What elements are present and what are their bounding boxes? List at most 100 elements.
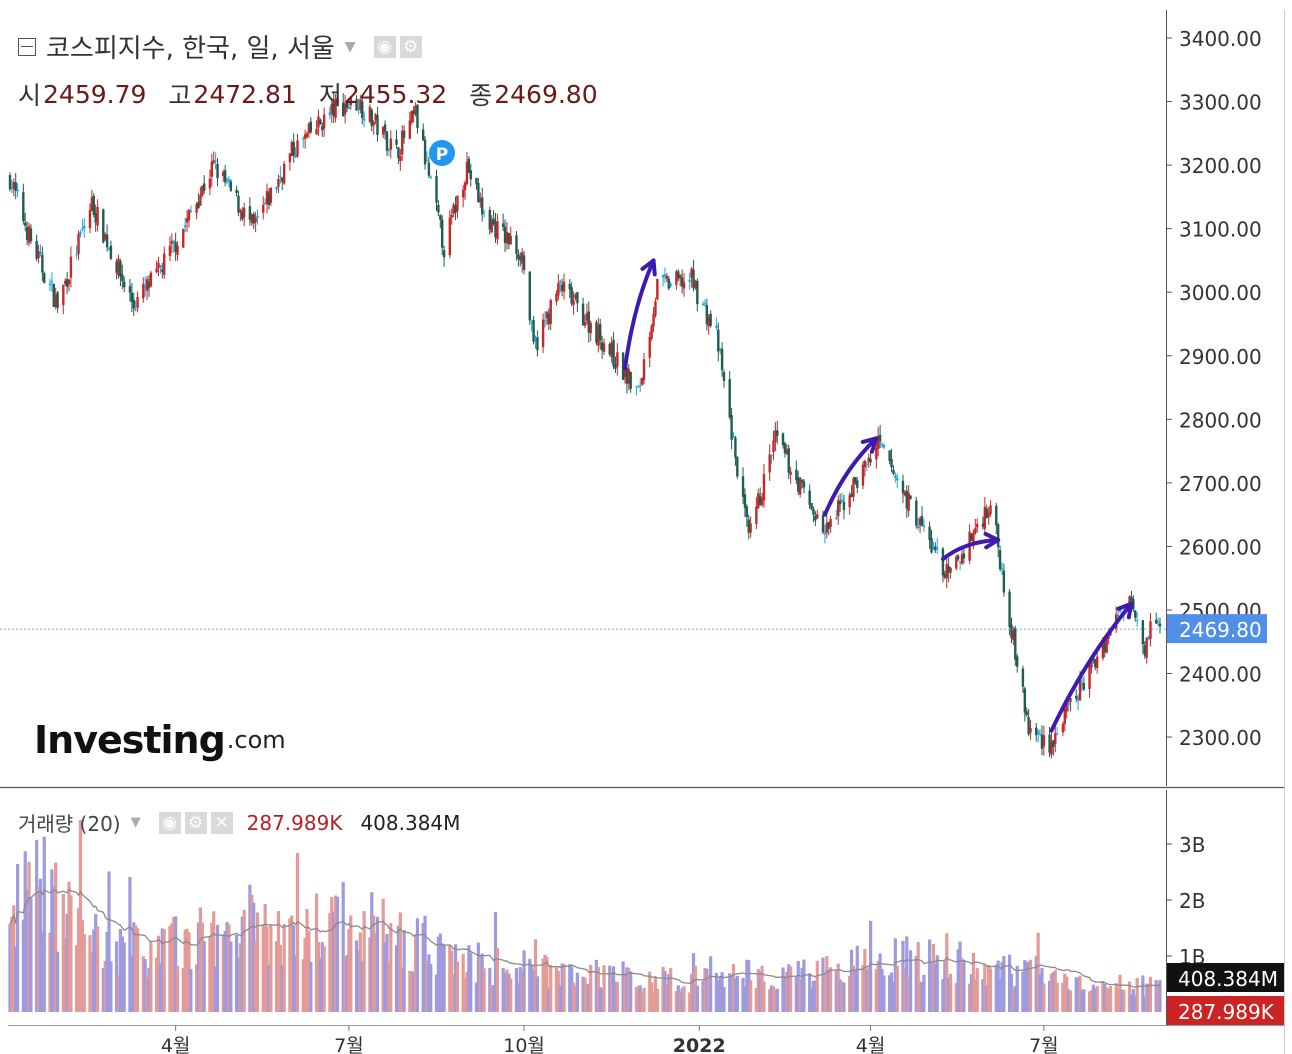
volume-bar <box>531 969 536 1012</box>
volume-bar <box>935 955 939 1012</box>
volume-bar <box>200 922 204 1012</box>
p-marker[interactable]: P <box>429 140 455 166</box>
volume-bar <box>893 938 897 1012</box>
candle-body <box>599 323 602 341</box>
candle-body <box>785 449 789 454</box>
volume-bar <box>1015 965 1019 1012</box>
candle-body <box>8 175 12 190</box>
volume-bar <box>1038 974 1042 1012</box>
chart-title[interactable]: 코스피지수, 한국, 일, 서울 ▼ ◉ ⚙ <box>18 28 422 65</box>
candle-body <box>423 139 427 165</box>
volume-bar <box>322 946 326 1012</box>
volume-bar <box>278 944 282 1012</box>
volume-bar <box>1055 982 1059 1012</box>
volume-bar <box>492 985 496 1012</box>
volume-bar <box>88 935 92 1012</box>
candle-body <box>892 470 895 474</box>
gear-icon[interactable]: ⚙ <box>184 811 207 834</box>
candle-body <box>722 372 726 381</box>
candle-body <box>848 495 851 508</box>
volume-bar <box>707 974 711 1012</box>
volume-bar <box>362 911 366 1012</box>
volume-bar <box>290 915 294 1012</box>
eye-icon[interactable]: ◉ <box>158 811 181 834</box>
candle-body <box>1088 664 1091 689</box>
volume-bar <box>36 886 41 1012</box>
candle-body <box>302 138 305 140</box>
volume-bar <box>293 955 298 1012</box>
candle-body <box>581 303 585 326</box>
volume-bar <box>735 975 739 1012</box>
volume-bar <box>615 981 619 1012</box>
candle-body <box>410 110 413 123</box>
candle-body <box>347 107 351 110</box>
candle-body <box>589 322 592 334</box>
volume-bar <box>134 925 138 1012</box>
volume-bar <box>518 967 522 1012</box>
collapse-icon[interactable] <box>18 37 36 56</box>
close-icon[interactable]: ✕ <box>210 811 233 834</box>
candle-body <box>880 444 884 446</box>
volume-bar <box>175 965 180 1012</box>
volume-bar <box>693 965 698 1012</box>
candle-body <box>14 182 17 191</box>
candle-body <box>903 491 907 496</box>
candle-body <box>263 202 267 205</box>
candle-body <box>488 209 492 230</box>
candle-body <box>479 198 482 203</box>
volume-bar <box>92 929 96 1012</box>
volume-bar <box>878 953 882 1012</box>
volume-bar <box>627 968 631 1012</box>
volume-bar <box>202 941 206 1012</box>
volume-bar <box>905 936 909 1012</box>
chevron-down-icon[interactable]: ▼ <box>130 815 141 830</box>
volume-bar <box>701 981 705 1012</box>
volume-bar <box>648 971 652 1012</box>
volume-bar <box>162 929 166 1012</box>
panel-frames <box>0 10 1285 1054</box>
candle-body <box>987 512 990 518</box>
volume-bar <box>221 934 225 1012</box>
volume-bar <box>560 963 564 1012</box>
candle-body <box>189 210 193 212</box>
candle-body <box>208 178 212 189</box>
candle-body <box>555 293 558 302</box>
candle-body <box>136 296 139 308</box>
candle-body <box>88 210 92 229</box>
volume-bar <box>1009 973 1014 1012</box>
last-price-badge <box>1167 614 1267 644</box>
candle-body <box>67 279 71 285</box>
candle-body <box>560 284 564 291</box>
volume-bar <box>332 912 336 1012</box>
volume-bar <box>667 973 671 1012</box>
volume-header[interactable]: 거래량 (20) ▼ ◉ ⚙ ✕ 287.989K 408.384M <box>18 808 460 837</box>
candle-body <box>665 275 669 279</box>
candle-body <box>972 532 975 543</box>
gear-icon[interactable]: ⚙ <box>399 35 422 58</box>
candle-body <box>143 285 147 289</box>
candle-body <box>341 102 345 117</box>
candle-body <box>50 281 54 283</box>
eye-icon[interactable]: ◉ <box>373 35 396 58</box>
candle-body <box>741 476 745 497</box>
candle-body <box>448 217 452 255</box>
volume-bar <box>602 965 606 1012</box>
volume-bar <box>922 974 926 1012</box>
candle-body <box>1090 657 1093 668</box>
volume-bar <box>985 985 989 1012</box>
volume-bar <box>183 929 187 1012</box>
candle-body <box>772 440 775 453</box>
chevron-down-icon[interactable]: ▼ <box>344 38 356 55</box>
volume-bar <box>402 930 406 1012</box>
volume-bar <box>461 953 465 1012</box>
candle-body <box>707 316 710 327</box>
candle-body <box>1063 709 1067 724</box>
volume-bar <box>385 934 389 1012</box>
candle-body <box>315 128 318 135</box>
volume-bar <box>962 959 966 1012</box>
volume-bar <box>358 932 362 1012</box>
volume-bar <box>825 956 829 1012</box>
volume-bar <box>714 972 718 1012</box>
volume-bar <box>783 976 787 1012</box>
